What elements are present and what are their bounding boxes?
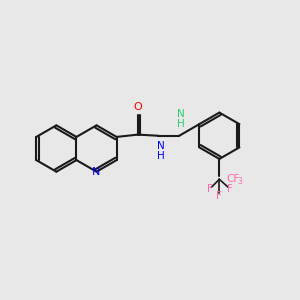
Text: O: O	[134, 102, 142, 112]
Text: F: F	[227, 184, 233, 194]
Text: N: N	[92, 167, 101, 177]
Text: F: F	[207, 184, 213, 194]
Text: N
H: N H	[177, 109, 184, 129]
Text: N
H: N H	[157, 141, 165, 161]
Text: CF: CF	[226, 174, 239, 184]
Text: 3: 3	[238, 177, 243, 186]
Text: F: F	[216, 191, 222, 201]
